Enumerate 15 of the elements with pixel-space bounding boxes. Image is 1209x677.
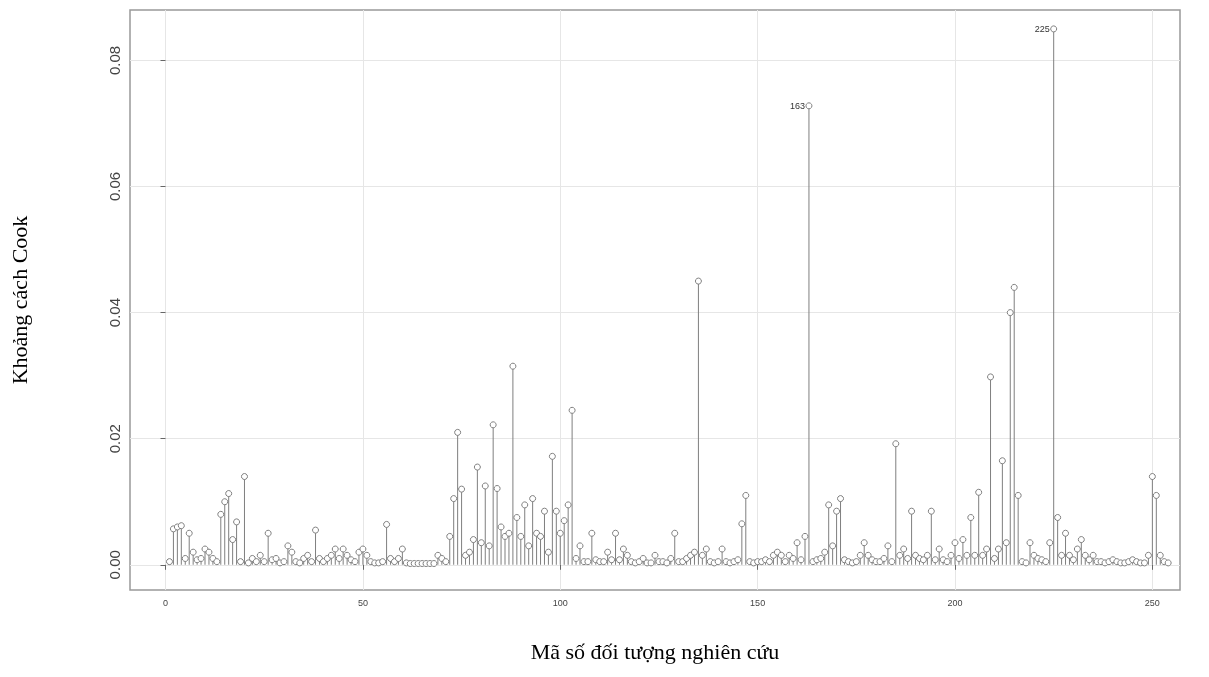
x-tick-label: 250 xyxy=(1144,597,1160,608)
y-tick-label: 0.02 xyxy=(106,424,123,454)
y-tick-label: 0.06 xyxy=(106,171,123,202)
x-tick-label: 0 xyxy=(163,597,169,608)
annotation: 163 xyxy=(789,100,805,111)
annotation: 225 xyxy=(1034,23,1050,34)
x-tick-label: 200 xyxy=(947,597,963,608)
x-axis-title: Mã số đối tượng nghiên cứu xyxy=(530,638,780,664)
x-tick-label: 150 xyxy=(750,597,766,608)
y-tick-label: 0.04 xyxy=(106,298,123,328)
y-tick-label: 0.00 xyxy=(106,550,123,580)
y-tick-label: 0.08 xyxy=(106,45,123,76)
x-tick-label: 50 xyxy=(357,597,368,608)
y-axis-title: Khoảng cách Cook xyxy=(6,215,32,385)
x-tick-label: 100 xyxy=(552,597,568,608)
